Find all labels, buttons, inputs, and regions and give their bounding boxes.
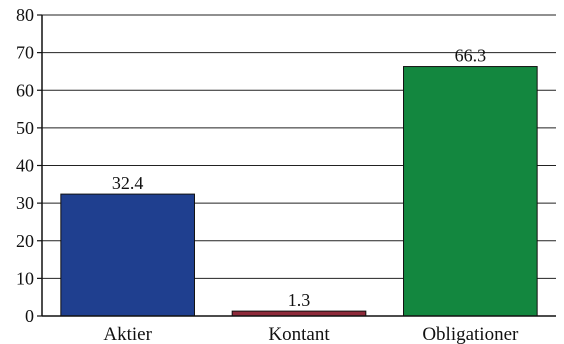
data-label-kontant: 1.3	[288, 290, 311, 310]
y-tick-label: 20	[16, 231, 34, 251]
data-labels: 32.4 1.3 66.3	[112, 46, 486, 311]
y-tick-label: 30	[16, 193, 34, 213]
y-tick-label: 80	[16, 5, 34, 25]
y-axis-ticks: 0 10 20 30 40 50 60 70 80	[16, 5, 42, 326]
y-tick-label: 50	[16, 118, 34, 138]
y-tick-label: 60	[16, 80, 34, 100]
x-axis-labels: Aktier Kontant Obligationer	[103, 324, 519, 344]
y-tick-label: 0	[25, 306, 34, 326]
x-tick-label-kontant: Kontant	[268, 324, 330, 344]
y-tick-label: 40	[16, 156, 34, 176]
y-tick-label: 70	[16, 43, 34, 63]
bar-obligationer	[403, 66, 538, 317]
bar-aktier	[60, 193, 195, 317]
data-label-aktier: 32.4	[112, 173, 144, 193]
data-label-obligationer: 66.3	[455, 46, 487, 66]
y-tick-label: 10	[16, 268, 34, 288]
x-tick-label-aktier: Aktier	[103, 324, 152, 344]
x-tick-label-obligationer: Obligationer	[422, 324, 519, 344]
